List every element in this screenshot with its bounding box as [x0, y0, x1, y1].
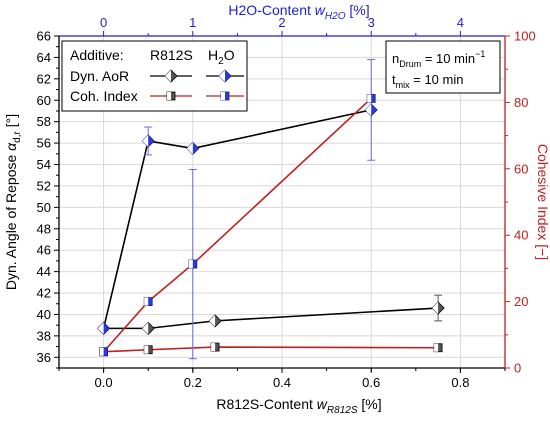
data-point-diamond-half [97, 322, 104, 335]
y-right-tick-label: 60 [514, 161, 528, 176]
y-right-tick-label: 100 [514, 29, 536, 44]
annotation-drum-rest: = 10 min [421, 51, 475, 66]
y-left-tick-label: 62 [37, 71, 51, 86]
series-layer [97, 59, 445, 360]
y-left-title-sub: d,r [12, 130, 23, 142]
y-left-tick-label: 38 [37, 328, 51, 343]
series-line [103, 97, 372, 353]
y-left-tick-label: 50 [37, 200, 51, 215]
y-left-title-var: α [3, 142, 19, 151]
x-top-title-unit: [%] [345, 2, 369, 18]
y-left-tick-label: 36 [37, 350, 51, 365]
x-top-title-var: w [315, 2, 326, 18]
y-left-tick-label: 66 [37, 29, 51, 44]
x-bottom-tick-label: 0.0 [95, 375, 113, 390]
legend-sample-r812s-coh [150, 91, 192, 101]
legend-sample-r812s-aor [150, 69, 192, 83]
x-bottom-tick-label: 0.2 [184, 375, 202, 390]
x-bottom-tick-label: 0.4 [273, 375, 291, 390]
data-point-diamond-half [186, 142, 193, 155]
x-top-title-sub: H2O [325, 11, 346, 22]
data-point-diamond-half [432, 302, 439, 315]
y-right-tick-label: 20 [514, 294, 528, 309]
y-left-tick-label: 40 [37, 307, 51, 322]
y-left-tick-label: 56 [37, 136, 51, 151]
x-bottom-tick-label: 0.8 [451, 375, 469, 390]
axes-layer: 0.0 0.2 0.4 0.6 0.80 1 2 3 436384042444648505254… [37, 15, 536, 390]
legend-row-coh: Coh. Index [70, 88, 138, 104]
y-left-tick-label: 58 [37, 114, 51, 129]
annotation-drum-main: n [392, 51, 399, 66]
y-left-tick-label: 60 [37, 93, 51, 108]
y-left-title-unit: [°] [3, 114, 19, 131]
x-top-title-main: H2O-Content [228, 2, 314, 18]
conditions-annotation: nDrum = 10 min−1 tmix = 10 min [385, 40, 501, 94]
series-group [97, 59, 378, 335]
data-point-square-half [434, 343, 439, 352]
x-bottom-axis-title: R812S-Content wR812S [%] [216, 396, 381, 416]
annotation-drum-speed: nDrum = 10 min−1 [392, 49, 485, 69]
data-point-diamond-half [142, 134, 149, 147]
x-bottom-title-main: R812S-Content [216, 396, 316, 412]
x-top-tick-label: 3 [368, 15, 375, 30]
x-bottom-tick-label: 0.6 [362, 375, 380, 390]
x-top-tick-label: 2 [278, 15, 285, 30]
annotation-mix-rest: = 10 min [410, 72, 464, 87]
legend-title: Additive: [70, 47, 124, 63]
y-left-tick-label: 54 [37, 157, 51, 172]
y-left-tick-label: 42 [37, 286, 51, 301]
data-point-square-half [144, 345, 149, 354]
y-right-tick-label: 80 [514, 95, 528, 110]
legend-col-h2o-end: O [224, 47, 235, 63]
x-bottom-title-unit: [%] [357, 396, 381, 412]
x-top-tick-label: 4 [457, 15, 464, 30]
annotation-box [385, 40, 501, 94]
annotation-mix-sub: mix [396, 80, 410, 90]
y-left-tick-label: 52 [37, 178, 51, 193]
x-top-tick-label: 1 [189, 15, 196, 30]
y-left-title-main: Dyn. Angle of Repose [3, 151, 19, 290]
x-bottom-title-var: w [317, 396, 328, 412]
series-group [99, 94, 376, 360]
series-line [102, 109, 372, 329]
annotation-drum-sub: Drum [399, 59, 421, 69]
annotation-mix-main: t [392, 72, 396, 87]
annotation-mix-time: tmix = 10 min [392, 72, 463, 90]
y-right-tick-label: 0 [514, 361, 521, 376]
data-point-diamond-half [365, 103, 372, 116]
y-left-tick-label: 48 [37, 221, 51, 236]
legend-col-h2o-sub: 2 [218, 56, 224, 67]
legend-col-h2o-main: H [208, 47, 218, 63]
y-left-axis-title: Dyn. Angle of Repose αd,r [°] [3, 114, 23, 290]
data-point-square-half [99, 347, 104, 356]
x-bottom-title-sub: R812S [327, 405, 358, 416]
legend-sample-h2o-coh [206, 91, 244, 101]
data-point-square-half [144, 297, 149, 306]
data-point-square-half [188, 260, 193, 269]
y-right-axis-title: Cohesive Index [−] [535, 144, 550, 260]
legend-row-aor: Dyn. AoR [70, 68, 129, 84]
data-point-square-half [211, 343, 216, 352]
series-line [103, 346, 439, 353]
legend-sample-h2o-aor [206, 69, 244, 83]
y-left-tick-label: 64 [37, 50, 51, 65]
legend-col-h2o: H2O [208, 47, 235, 67]
y-left-tick-label: 46 [37, 243, 51, 258]
legend: Additive: R812S H2O Dyn. AoR Coh. Index [61, 40, 248, 112]
x-top-axis-title: H2O-Content wH2O [%] [228, 2, 369, 22]
series-line [103, 307, 439, 330]
data-point-diamond-half [209, 314, 216, 327]
y-right-tick-label: 40 [514, 228, 528, 243]
data-point-square-half [367, 94, 372, 103]
legend-col-r812s: R812S [150, 47, 193, 63]
annotation-drum-sup: −1 [475, 49, 485, 59]
y-left-tick-label: 44 [37, 264, 51, 279]
data-point-diamond-half [142, 322, 149, 335]
x-top-tick-label: 0 [100, 15, 107, 30]
